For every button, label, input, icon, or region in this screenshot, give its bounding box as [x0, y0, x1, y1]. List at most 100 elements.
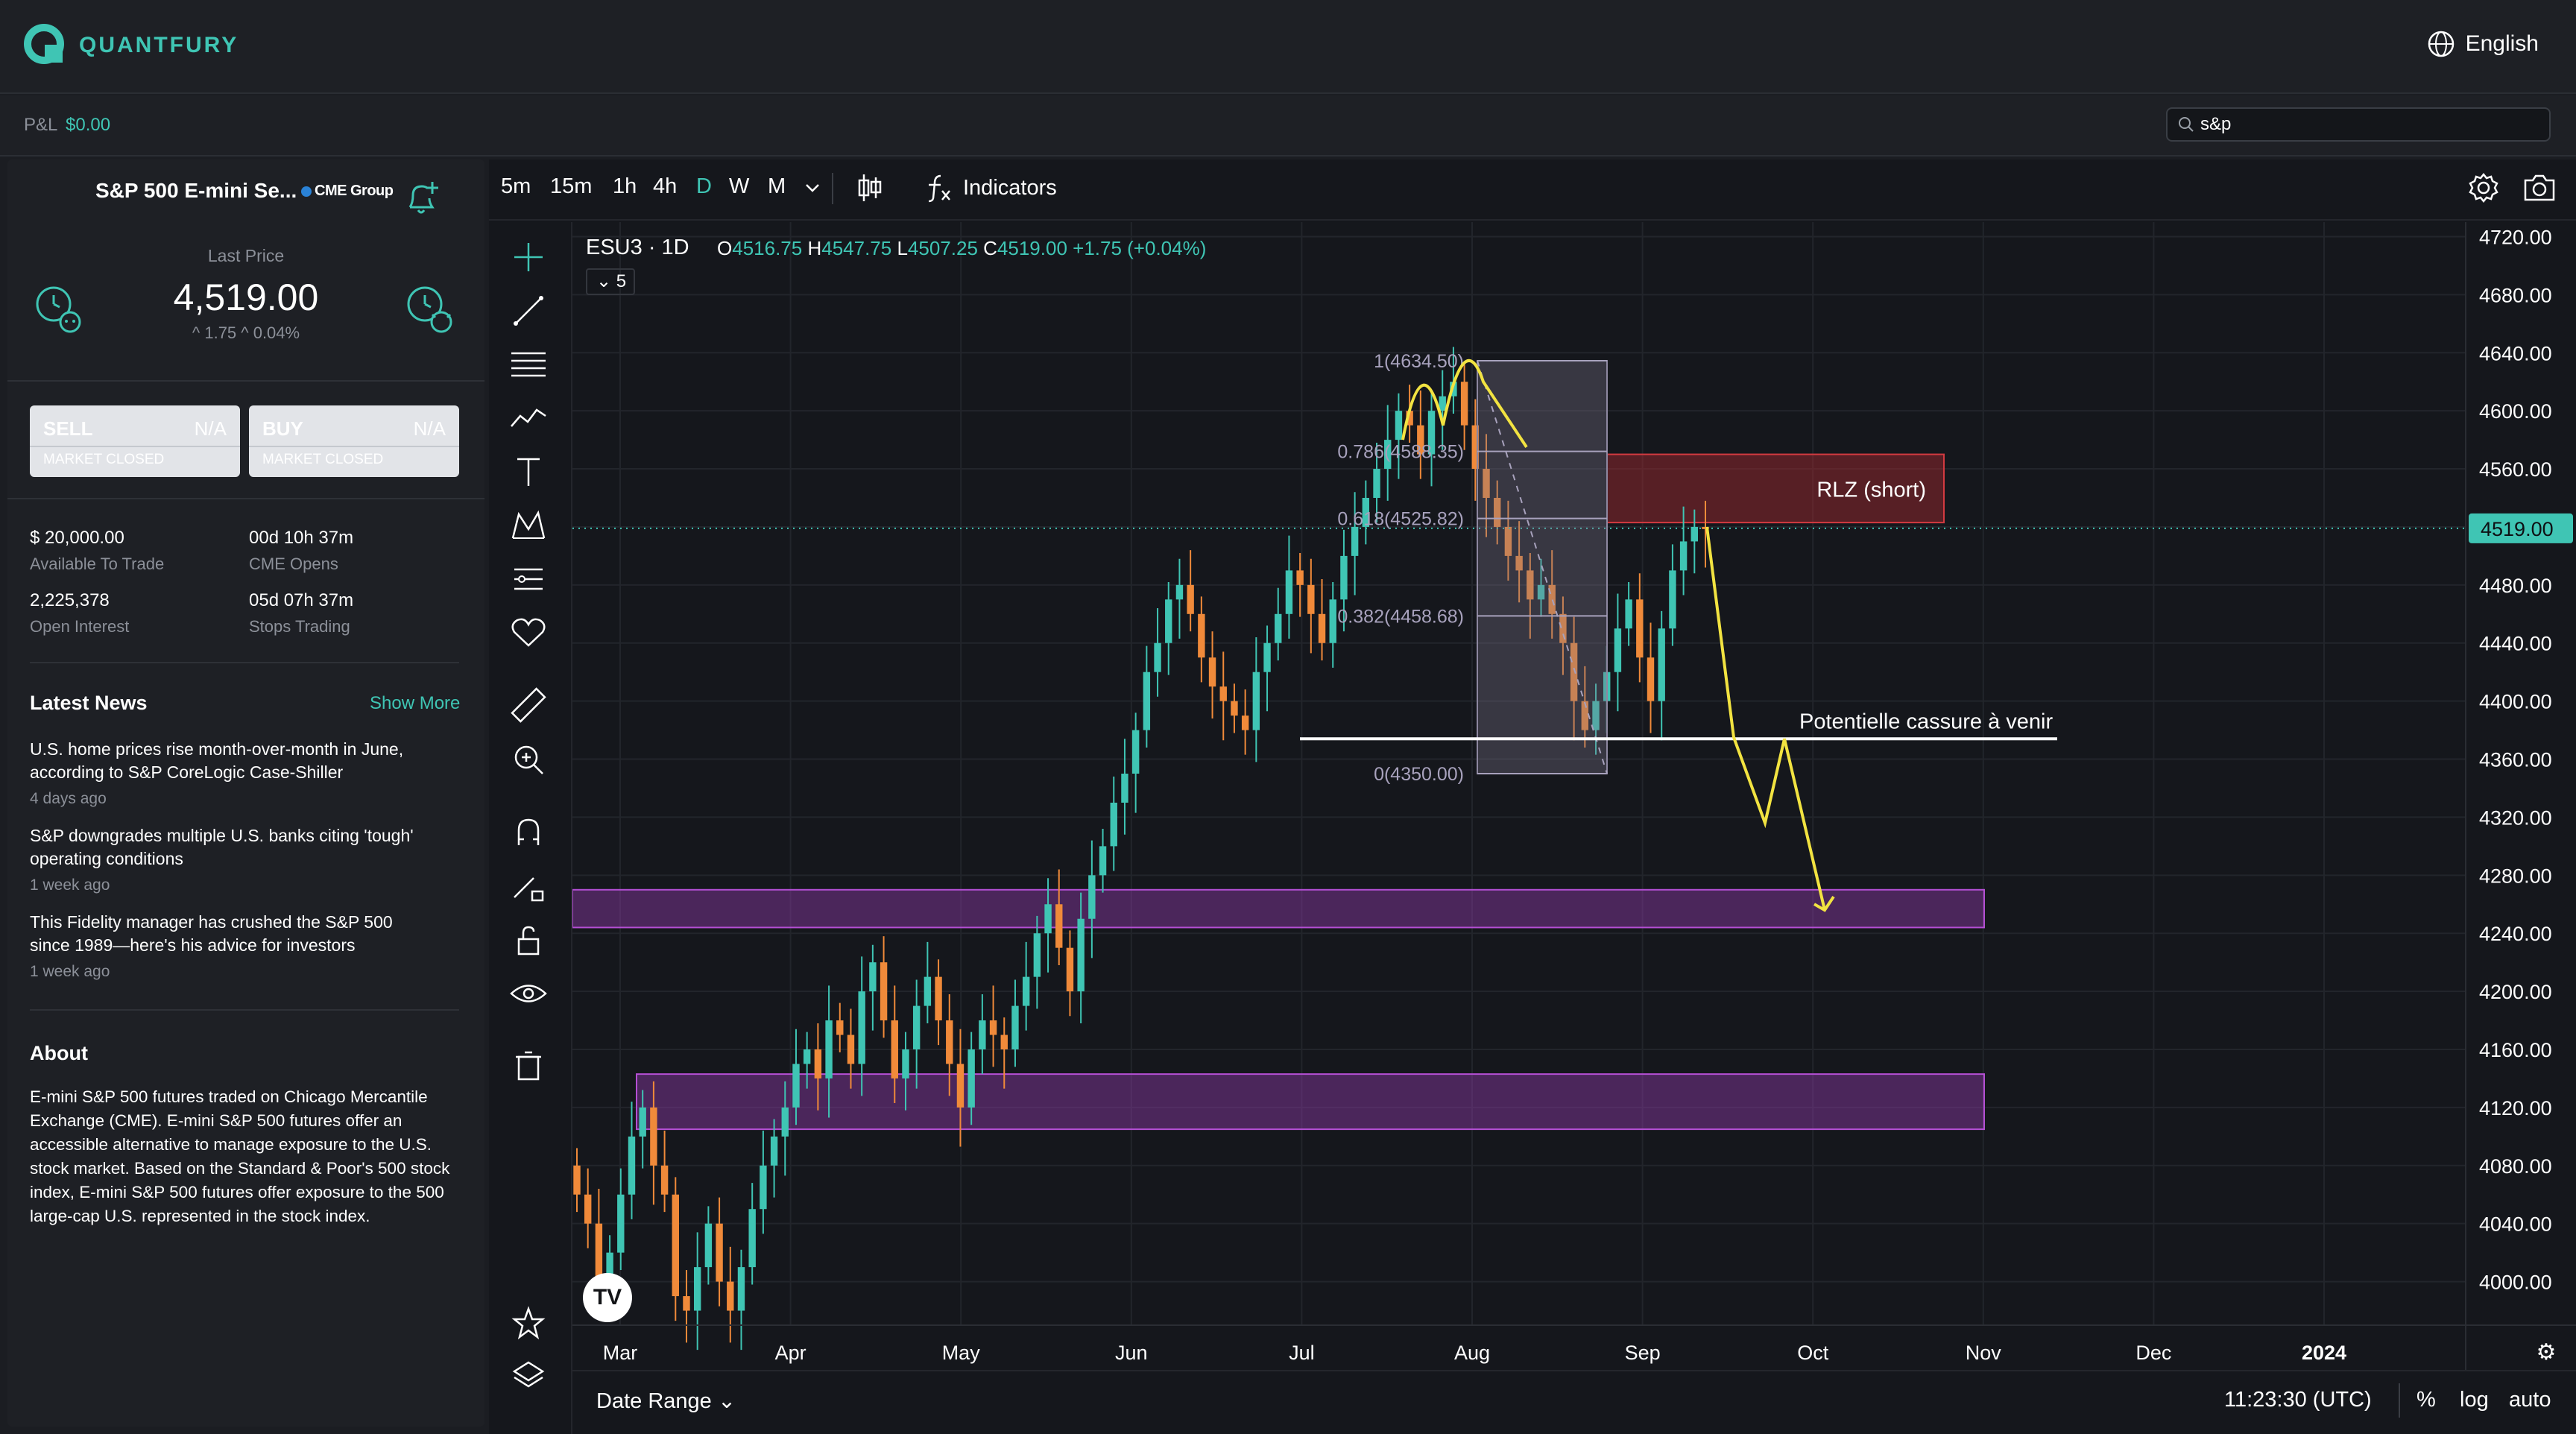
log-scale-toggle[interactable]: log	[2460, 1388, 2489, 1412]
heart-favorite-tool-icon[interactable]	[504, 608, 553, 657]
candle-body	[924, 976, 932, 1006]
candle-body	[1044, 904, 1052, 934]
candle-body	[1679, 541, 1688, 571]
news-item-headline[interactable]: This Fidelity manager has crushed the S&…	[30, 912, 393, 955]
add-alert-bell-icon[interactable]	[402, 177, 441, 219]
candle-body	[704, 1223, 713, 1268]
candle-style-icon[interactable]	[856, 171, 884, 204]
news-item-headline[interactable]: U.S. home prices rise month-over-month i…	[30, 739, 404, 782]
timeframe-1m[interactable]: M	[768, 174, 786, 198]
exchange-label: CME Group	[315, 183, 394, 199]
utc-clock[interactable]: 11:23:30 (UTC)	[2224, 1388, 2372, 1412]
candle-body	[847, 1035, 855, 1064]
fib-level-label: 0.618(4525.82)	[1337, 509, 1464, 530]
candle-body	[1066, 947, 1074, 992]
camera-snapshot-icon[interactable]	[2522, 171, 2557, 204]
lock-drawing-pencil-icon[interactable]	[504, 862, 553, 911]
timeframe-1h[interactable]: 1h	[613, 174, 637, 198]
candle-body	[748, 1209, 756, 1268]
ohlc-legend: O4516.75 H4547.75 L4507.25 C4519.00 +1.7…	[717, 237, 1206, 260]
settings-gear-icon[interactable]	[2467, 171, 2500, 204]
last-price-label: Last Price	[207, 246, 285, 265]
date-range-button[interactable]: Date Range ⌄	[596, 1389, 736, 1413]
fib-trend-line	[1477, 360, 1608, 774]
candle-body	[1275, 613, 1282, 643]
price-chart[interactable]: 1(4634.50) 0.786(4588.35) 0.618(4525.82) 0.…	[572, 222, 2576, 1370]
xabcd-pattern-tool-icon[interactable]	[504, 501, 553, 550]
studies-collapse-toggle[interactable]: ⌄ 5	[586, 268, 635, 295]
candle-body	[1614, 628, 1622, 672]
low-value: 4507.25	[907, 237, 978, 259]
sell-price: N/A	[194, 417, 227, 440]
account-bar	[0, 95, 2576, 157]
candle-body	[1307, 584, 1315, 614]
candle-body	[770, 1136, 778, 1166]
candle-body	[1110, 802, 1117, 847]
star-favorites-icon[interactable]	[504, 1298, 553, 1348]
candle-body	[1055, 904, 1063, 948]
price-tick-label: 4480.00	[2479, 575, 2552, 597]
text-tool-icon[interactable]	[504, 447, 553, 496]
timeframe-15m[interactable]: 15m	[550, 174, 593, 198]
bull-alert-icon[interactable]	[402, 280, 459, 337]
time-axis[interactable]: Mar Apr May Jun Jul Aug Sep Oct Nov Dec 2024 ⚙	[572, 1324, 2576, 1365]
bottom-divider	[2399, 1383, 2400, 1418]
price-axis[interactable]: 4720.004680.004640.004600.004560.004520.…	[2465, 222, 2576, 1370]
auto-scale-toggle[interactable]: auto	[2509, 1388, 2551, 1412]
price-tick-label: 4680.00	[2479, 284, 2552, 306]
zoom-in-tool-icon[interactable]	[504, 735, 553, 784]
magnet-tool-icon[interactable]	[504, 808, 553, 857]
candle-body	[1515, 555, 1523, 571]
percent-scale-toggle[interactable]: %	[2416, 1388, 2436, 1412]
quantfury-logo-icon[interactable]	[22, 22, 69, 69]
candle-body	[760, 1165, 767, 1210]
news-item-headline[interactable]: S&P downgrades multiple U.S. banks citin…	[30, 826, 414, 868]
timeframe-chevron-down-icon[interactable]	[804, 180, 821, 195]
crosshair-tool-icon[interactable]	[504, 233, 553, 282]
candle-body	[891, 1020, 898, 1078]
available-to-trade-label: Available To Trade	[30, 555, 165, 573]
buy-label: BUY	[262, 417, 303, 440]
candle-body	[1527, 570, 1534, 600]
time-tick-label: Sep	[1625, 1342, 1661, 1364]
layers-object-tree-icon[interactable]	[504, 1352, 553, 1401]
open-value: 4516.75	[732, 237, 803, 259]
price-tick-label: 4640.00	[2479, 342, 2552, 364]
pattern-tool-icon[interactable]	[504, 394, 553, 443]
trend-line-tool-icon[interactable]	[504, 286, 553, 335]
candle-body	[617, 1194, 625, 1253]
timeframe-1w[interactable]: W	[729, 174, 750, 198]
search-input[interactable]	[2200, 112, 2543, 137]
price-tick-label: 4080.00	[2479, 1155, 2552, 1178]
language-selector[interactable]: English	[2427, 30, 2539, 58]
indicators-button[interactable]: Indicators	[924, 173, 1057, 203]
price-tick-label: 4200.00	[2479, 981, 2552, 1003]
candle-body	[727, 1281, 734, 1311]
timeframe-4h[interactable]: 4h	[653, 174, 678, 198]
brand-name[interactable]: QUANTFURY	[79, 33, 239, 57]
tradingview-logo[interactable]: TV	[583, 1273, 632, 1322]
timeframe-1d[interactable]: D	[696, 174, 712, 198]
candle-body	[1099, 846, 1107, 876]
timeframe-5m[interactable]: 5m	[501, 174, 531, 198]
price-zone	[1606, 453, 1945, 524]
ruler-measure-tool-icon[interactable]	[504, 681, 553, 730]
unlock-icon[interactable]	[504, 915, 553, 964]
time-tick-label: Apr	[775, 1342, 806, 1364]
sell-button[interactable]: SELL N/A MARKET CLOSED	[30, 405, 240, 477]
candle-body	[1384, 440, 1392, 470]
candle-body	[672, 1194, 679, 1297]
price-tick-label: 4400.00	[2479, 691, 2552, 713]
show-more-link[interactable]: Show More	[370, 693, 461, 713]
bear-alert-icon[interactable]	[31, 280, 88, 337]
fib-retracement-tool-icon[interactable]	[504, 340, 553, 389]
button-divider	[30, 446, 240, 447]
trash-delete-icon[interactable]	[504, 1042, 553, 1091]
buy-button[interactable]: BUY N/A MARKET CLOSED	[249, 405, 459, 477]
candle-body	[1439, 396, 1446, 411]
candle-body	[1636, 599, 1644, 658]
buy-price: N/A	[413, 417, 446, 440]
hide-drawings-eye-icon[interactable]	[504, 969, 553, 1018]
last-price-badge	[2469, 513, 2573, 543]
prediction-tool-icon[interactable]	[504, 555, 553, 604]
